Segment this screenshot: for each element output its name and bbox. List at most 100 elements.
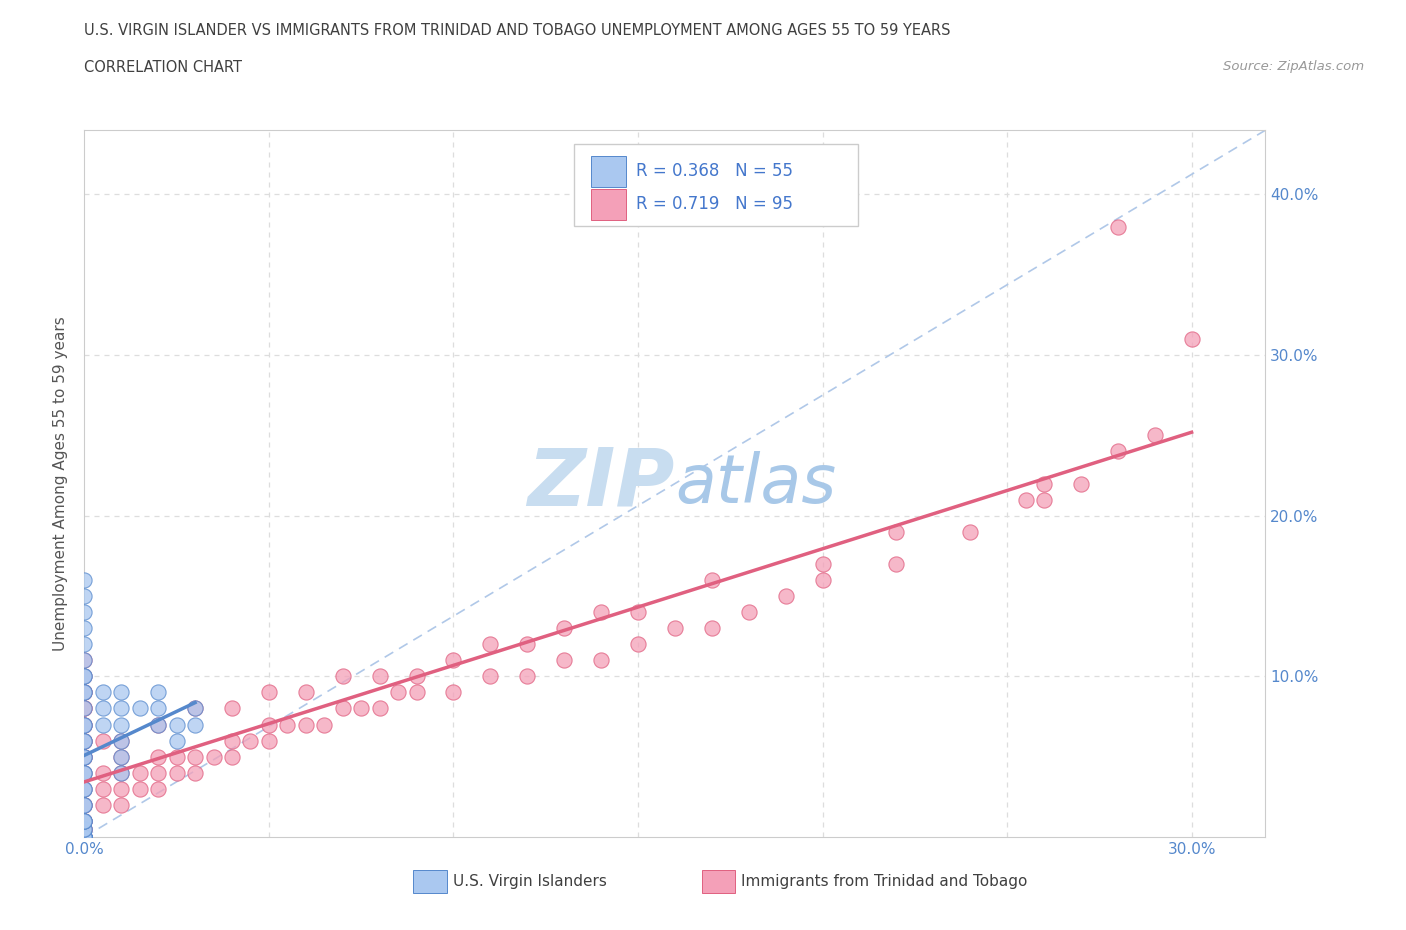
Point <box>553 620 575 635</box>
Text: Source: ZipAtlas.com: Source: ZipAtlas.com <box>1223 60 1364 73</box>
Point <box>811 556 834 571</box>
Point <box>184 701 207 716</box>
Point <box>886 525 908 539</box>
Point <box>73 830 96 844</box>
Point <box>73 781 96 796</box>
Point <box>257 685 280 700</box>
FancyBboxPatch shape <box>591 189 627 220</box>
Point <box>128 765 150 780</box>
Point <box>73 830 96 844</box>
Point <box>73 797 96 812</box>
Y-axis label: Unemployment Among Ages 55 to 59 years: Unemployment Among Ages 55 to 59 years <box>53 316 69 651</box>
Point <box>664 620 686 635</box>
Point <box>811 573 834 588</box>
Point <box>1143 428 1166 443</box>
Point <box>91 781 114 796</box>
Point <box>73 750 96 764</box>
Point <box>350 701 373 716</box>
FancyBboxPatch shape <box>575 144 858 226</box>
Text: Immigrants from Trinidad and Tobago: Immigrants from Trinidad and Tobago <box>741 874 1028 889</box>
Point <box>73 830 96 844</box>
Point <box>110 750 132 764</box>
Point <box>516 637 538 652</box>
Point <box>73 765 96 780</box>
Point <box>73 701 96 716</box>
Point <box>73 830 96 844</box>
Point <box>73 781 96 796</box>
Point <box>73 653 96 668</box>
Point <box>73 830 96 844</box>
Text: ZIP: ZIP <box>527 445 675 523</box>
Point <box>387 685 409 700</box>
Point <box>73 797 96 812</box>
Point <box>73 701 96 716</box>
Point <box>73 830 96 844</box>
Point <box>73 830 96 844</box>
Point <box>73 573 96 588</box>
Point <box>73 685 96 700</box>
Point <box>443 685 465 700</box>
Point <box>128 701 150 716</box>
Point <box>73 717 96 732</box>
Point <box>73 821 96 836</box>
Point <box>221 733 243 748</box>
Point <box>627 637 650 652</box>
Point <box>73 781 96 796</box>
Point <box>184 701 207 716</box>
Point <box>73 685 96 700</box>
Point <box>110 765 132 780</box>
Point <box>479 637 502 652</box>
Point <box>239 733 262 748</box>
Point <box>591 653 613 668</box>
Point <box>73 830 96 844</box>
Point <box>73 765 96 780</box>
Point <box>1107 219 1129 234</box>
Point <box>73 685 96 700</box>
Point <box>295 685 318 700</box>
Point <box>148 701 170 716</box>
Point <box>73 797 96 812</box>
Point <box>110 797 132 812</box>
Point <box>332 701 354 716</box>
Point <box>276 717 298 732</box>
Point <box>166 765 188 780</box>
Point <box>110 717 132 732</box>
Point <box>73 750 96 764</box>
Point <box>405 669 427 684</box>
Point <box>73 669 96 684</box>
Point <box>1181 332 1204 347</box>
Point <box>73 685 96 700</box>
Point <box>73 830 96 844</box>
Point <box>128 781 150 796</box>
Point <box>553 653 575 668</box>
Point <box>73 765 96 780</box>
Point <box>73 717 96 732</box>
Point <box>148 717 170 732</box>
Point <box>110 701 132 716</box>
Point <box>1032 476 1054 491</box>
Point <box>73 653 96 668</box>
Point <box>73 604 96 619</box>
Point <box>110 685 132 700</box>
Text: atlas: atlas <box>675 451 837 516</box>
Point <box>73 733 96 748</box>
Point <box>1107 444 1129 458</box>
Point <box>516 669 538 684</box>
Point <box>73 620 96 635</box>
Point <box>73 814 96 829</box>
Point <box>443 653 465 668</box>
Point <box>73 637 96 652</box>
Point <box>1014 492 1036 507</box>
Point <box>775 589 797 604</box>
Point <box>700 573 723 588</box>
Point <box>73 814 96 829</box>
Point <box>73 830 96 844</box>
Point <box>405 685 427 700</box>
Point <box>591 604 613 619</box>
Point <box>148 685 170 700</box>
Point <box>73 589 96 604</box>
Point <box>91 765 114 780</box>
Point <box>73 830 96 844</box>
Point <box>73 830 96 844</box>
Point <box>73 750 96 764</box>
